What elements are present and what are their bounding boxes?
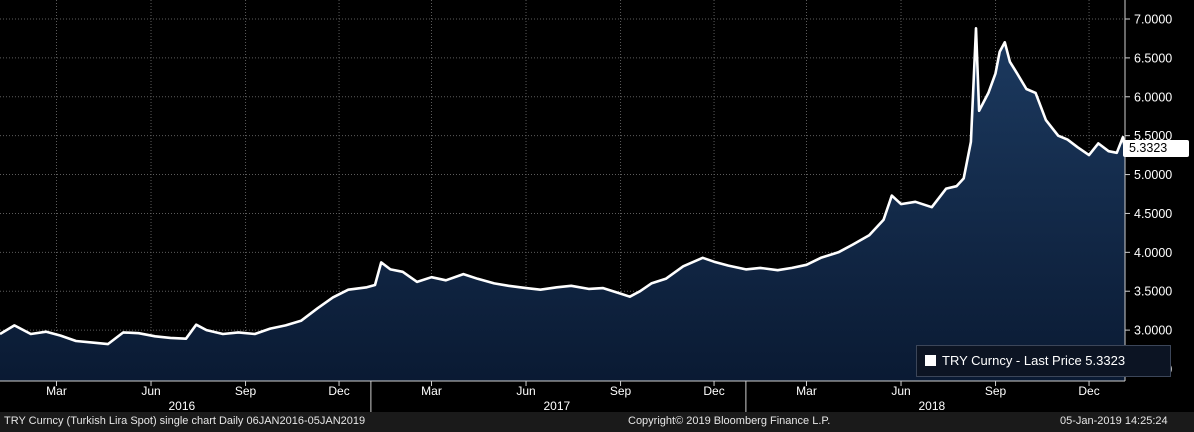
x-tick-label: Sep bbox=[610, 384, 632, 398]
x-tick-label: Sep bbox=[235, 384, 257, 398]
legend-entry: TRY Curncy - Last Price 5.3323 bbox=[942, 353, 1126, 368]
legend-swatch bbox=[925, 355, 936, 366]
y-tick-label: 6.5000 bbox=[1134, 51, 1172, 65]
x-axis: Mar Jun Sep Dec Mar Jun Sep Dec Mar Jun Sep Dec 2016… bbox=[46, 381, 1100, 413]
grid-lines bbox=[0, 0, 1125, 381]
year-label: 2018 bbox=[918, 399, 945, 412]
footer-timestamp: 05-Jan-2019 14:25:24 bbox=[1060, 415, 1168, 427]
y-tick-label: 5.5000 bbox=[1134, 129, 1172, 143]
y-tick-label: 5.0000 bbox=[1134, 168, 1172, 182]
y-tick-label: 4.5000 bbox=[1134, 207, 1172, 221]
x-tick-label: Dec bbox=[328, 384, 349, 398]
x-tick-label: Dec bbox=[1078, 384, 1099, 398]
year-label: 2017 bbox=[543, 399, 570, 412]
last-price-label: 5.3323 bbox=[1123, 139, 1189, 157]
footer-copyright: Copyright© 2019 Bloomberg Finance L.P. bbox=[628, 415, 831, 427]
x-tick-label: Mar bbox=[46, 384, 67, 398]
x-tick-label: Jun bbox=[516, 384, 535, 398]
series-line bbox=[0, 27, 1127, 346]
last-price-value: 5.3323 bbox=[1129, 140, 1168, 155]
x-tick-label: Sep bbox=[985, 384, 1007, 398]
y-tick-label: 3.0000 bbox=[1134, 324, 1172, 338]
x-tick-label: Jun bbox=[141, 384, 160, 398]
series-area bbox=[0, 28, 1125, 382]
x-tick-label: Dec bbox=[703, 384, 724, 398]
price-chart: 2.50003.00003.50004.00004.50005.00005.50… bbox=[0, 0, 1172, 413]
x-tick-label: Mar bbox=[421, 384, 442, 398]
y-tick-label: 4.0000 bbox=[1134, 246, 1172, 260]
y-tick-label: 3.5000 bbox=[1134, 285, 1172, 299]
y-axis: 2.50003.00003.50004.00004.50005.00005.50… bbox=[1125, 13, 1172, 377]
y-tick-label: 6.0000 bbox=[1134, 90, 1172, 104]
footer-description: TRY Curncy (Turkish Lira Spot) single ch… bbox=[4, 415, 366, 427]
y-tick-label: 7.0000 bbox=[1134, 13, 1172, 27]
x-tick-label: Jun bbox=[891, 384, 910, 398]
footer-bar: TRY Curncy (Turkish Lira Spot) single ch… bbox=[0, 412, 1194, 432]
legend: TRY Curncy - Last Price 5.3323 bbox=[916, 345, 1171, 377]
year-label: 2016 bbox=[168, 399, 195, 412]
x-tick-label: Mar bbox=[796, 384, 817, 398]
